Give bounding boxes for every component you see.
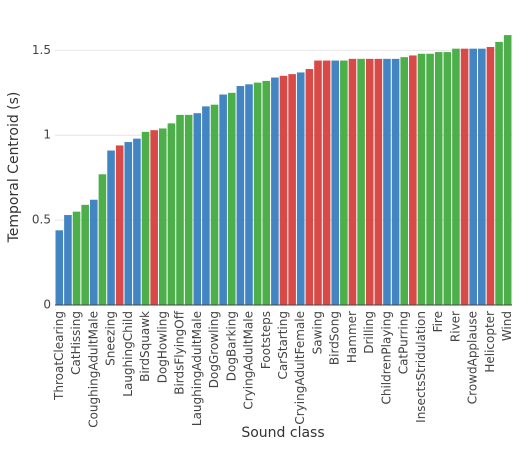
bar <box>391 58 400 305</box>
bar <box>158 128 167 305</box>
x-tick-label: ThroatClearing <box>52 311 66 401</box>
x-tick-label: BirdsFlyingOff <box>173 310 187 394</box>
x-tick-label: CatHissing <box>69 311 83 375</box>
bar <box>81 204 89 305</box>
x-tick-label: Helicopter <box>483 311 497 373</box>
x-tick-label: CatPurring <box>397 311 411 374</box>
y-tick-label: 1 <box>43 128 51 142</box>
x-tick-label: ChildrenPlaying <box>379 311 393 405</box>
bar <box>184 114 193 305</box>
x-tick-label: CrowdApplause <box>466 311 480 404</box>
x-tick-label: LaughingChild <box>121 311 135 397</box>
bar <box>383 58 391 305</box>
bar <box>90 199 98 305</box>
bar <box>176 114 184 305</box>
bar <box>296 72 305 306</box>
bar <box>55 230 64 305</box>
bar <box>124 142 133 305</box>
bar <box>322 60 331 305</box>
y-tick-label: 0 <box>43 298 51 312</box>
bar <box>98 174 107 305</box>
bar <box>365 58 374 305</box>
bar <box>486 46 495 305</box>
bar <box>331 60 340 305</box>
bar <box>495 41 503 305</box>
x-tick-label: DogHowling <box>155 311 169 383</box>
bar <box>374 58 383 305</box>
bar <box>478 48 486 305</box>
bar <box>245 84 253 305</box>
bar <box>150 130 158 305</box>
bar <box>357 58 365 305</box>
bar <box>279 75 288 305</box>
bar <box>305 69 314 305</box>
bar <box>115 145 124 305</box>
x-tick-label: Footsteps <box>259 311 273 369</box>
y-axis-title: Temporal Centroid (s) <box>6 92 22 244</box>
y-tick-label: 1.5 <box>32 43 51 57</box>
x-tick-label: River <box>448 311 462 342</box>
bar <box>210 104 219 305</box>
y-tick-label: 0.5 <box>32 213 51 227</box>
bar <box>460 48 469 305</box>
x-tick-label: InsectsStridulation <box>414 311 428 423</box>
bar <box>288 74 296 305</box>
bar <box>107 150 115 305</box>
x-axis-title: Sound class <box>241 425 324 441</box>
bar <box>141 131 150 305</box>
bar <box>452 48 460 305</box>
bar <box>253 82 262 305</box>
bar <box>503 35 512 306</box>
bar <box>434 52 443 305</box>
x-tick-label: CoughingAdultMale <box>86 311 100 428</box>
x-tick-label: BirdSquawk <box>138 311 152 382</box>
bar <box>167 123 176 305</box>
x-tick-label: CryingAdultMale <box>242 311 256 410</box>
x-tick-label: DogBarking <box>224 311 238 381</box>
bar <box>202 106 210 305</box>
bar <box>193 113 202 305</box>
bar <box>340 60 348 305</box>
bar <box>64 215 72 305</box>
x-tick-label: Drilling <box>362 311 376 354</box>
bar <box>133 138 141 305</box>
bar <box>227 92 236 305</box>
bar <box>262 80 271 305</box>
bar <box>314 60 322 305</box>
bar <box>400 57 409 305</box>
bar <box>426 53 434 306</box>
bar <box>469 48 477 305</box>
bar <box>219 94 227 306</box>
x-tick-label: Sawing <box>310 311 324 354</box>
x-tick-label: CryingAdultFemale <box>293 311 307 425</box>
x-tick-label: DogGrowling <box>207 311 221 388</box>
x-tick-label: LaughingAdultMale <box>190 311 204 426</box>
bar <box>236 86 245 305</box>
bar <box>348 58 357 305</box>
x-tick-label: Sneezing <box>104 311 118 366</box>
x-tick-label: CarStarting <box>276 311 290 380</box>
bar <box>271 77 279 306</box>
x-tick-label: BirdSong <box>328 311 342 365</box>
bar <box>409 55 417 305</box>
bar <box>72 211 81 305</box>
bar <box>417 53 426 306</box>
x-tick-label: Fire <box>431 311 445 332</box>
x-tick-label: Wind <box>500 311 514 341</box>
x-tick-label: Hammer <box>345 311 359 363</box>
bar <box>443 52 452 305</box>
